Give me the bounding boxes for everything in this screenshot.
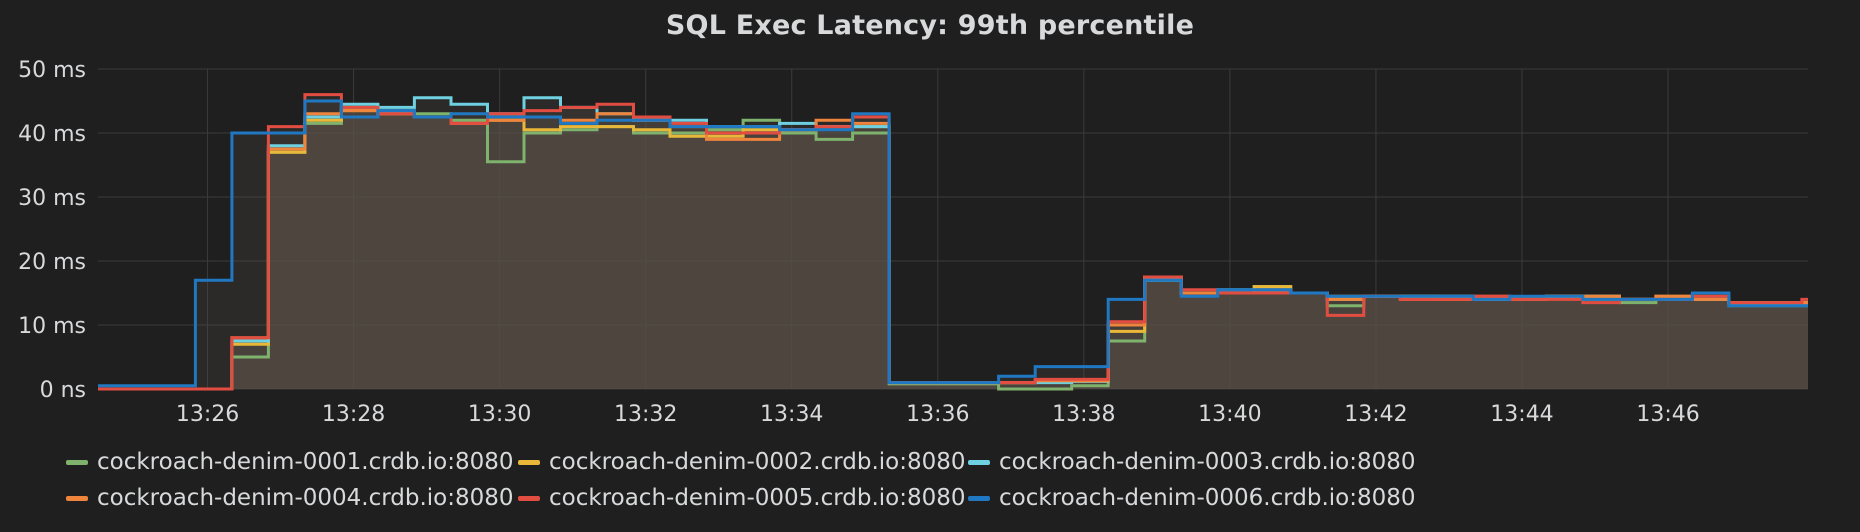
x-tick-label: 13:28 [322,402,385,427]
series-area [98,110,1808,389]
y-tick-label: 10 ms [18,314,86,339]
legend-item[interactable]: cockroach-denim-0002.crdb.io:8080 [518,445,966,479]
y-tick-label: 0 ns [40,378,86,403]
legend-label: cockroach-denim-0003.crdb.io:8080 [999,449,1416,475]
x-tick-label: 13:40 [1198,402,1261,427]
chart-title: SQL Exec Latency: 99th percentile [665,10,1195,41]
legend-swatch [66,495,88,501]
legend-label: cockroach-denim-0006.crdb.io:8080 [999,485,1416,511]
x-tick-label: 13:44 [1490,402,1553,427]
legend-label: cockroach-denim-0004.crdb.io:8080 [97,485,514,511]
legend-label: cockroach-denim-0002.crdb.io:8080 [549,449,966,475]
legend-item[interactable]: cockroach-denim-0005.crdb.io:8080 [518,481,966,515]
series-area [98,97,1808,390]
legend-label: cockroach-denim-0001.crdb.io:8080 [97,449,514,475]
x-tick-label: 13:36 [906,402,969,427]
x-tick-label: 13:34 [760,402,823,427]
y-tick-label: 30 ms [18,186,86,211]
series-area [98,94,1808,389]
legend-swatch [518,459,540,465]
x-tick-label: 13:38 [1052,402,1115,427]
series-area [98,107,1808,390]
series-area [98,110,1808,389]
y-tick-label: 40 ms [18,122,86,147]
legend-label: cockroach-denim-0005.crdb.io:8080 [549,485,966,511]
x-tick-label: 13:26 [176,402,239,427]
legend-swatch [518,495,540,501]
legend-swatch [66,459,88,465]
legend-item[interactable]: cockroach-denim-0001.crdb.io:8080 [66,445,514,479]
series-line-6 [98,99,1808,388]
y-tick-label: 50 ms [18,58,86,83]
x-tick-label: 13:32 [614,402,677,427]
series-area [98,101,1808,389]
legend-item[interactable]: cockroach-denim-0003.crdb.io:8080 [968,445,1416,479]
legend-swatch [968,495,990,501]
x-tick-label: 13:46 [1636,402,1699,427]
x-tick-label: 13:42 [1344,402,1407,427]
legend-item[interactable]: cockroach-denim-0004.crdb.io:8080 [66,481,514,515]
legend-item[interactable]: cockroach-denim-0006.crdb.io:8080 [968,481,1416,515]
x-tick-label: 13:30 [468,402,531,427]
legend-swatch [968,459,990,465]
y-tick-label: 20 ms [18,250,86,275]
